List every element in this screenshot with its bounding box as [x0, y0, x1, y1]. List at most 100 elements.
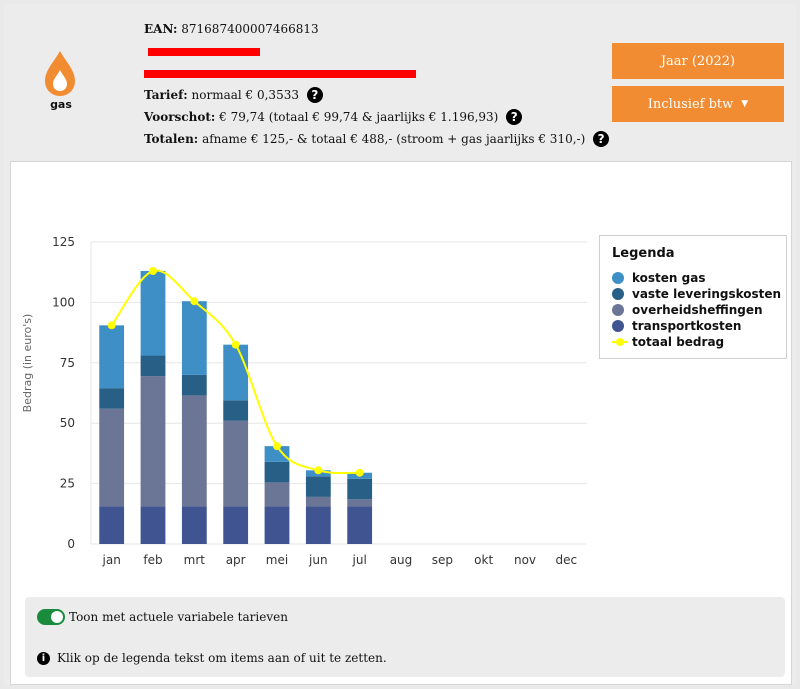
bar-segment	[347, 499, 373, 507]
ean-row: EAN: 871687400007466813	[144, 18, 609, 40]
bar-segment	[223, 420, 249, 507]
color-dot-icon	[612, 304, 624, 316]
x-tick-label: mei	[266, 553, 288, 567]
toggle-label: Toon met actuele variabele tarieven	[69, 610, 288, 624]
legend-label: kosten gas	[632, 271, 706, 285]
bar-segment	[181, 374, 207, 396]
vat-dropdown-label: Inclusief btw	[647, 96, 734, 112]
help-icon[interactable]: ?	[306, 86, 323, 103]
totalen-label: Totalen:	[144, 132, 199, 146]
flame-icon	[45, 51, 75, 96]
legend-item[interactable]: transportkosten	[612, 318, 781, 334]
line-marker-icon	[612, 336, 628, 348]
color-dot-icon	[612, 320, 624, 332]
bar-segment	[140, 376, 166, 507]
color-dot-icon	[612, 272, 624, 284]
bar-segment	[264, 461, 290, 483]
total-point	[273, 442, 281, 451]
total-point	[190, 297, 199, 306]
x-tick-label: mrt	[184, 553, 206, 567]
legend-title: Legenda	[612, 246, 675, 261]
legend-item[interactable]: totaal bedrag	[612, 334, 781, 350]
ean-value: 871687400007466813	[181, 22, 319, 36]
redaction-bar	[144, 69, 416, 78]
legend-label: totaal bedrag	[632, 335, 725, 349]
options-box: Toon met actuele variabele tarieven i Kl…	[25, 597, 785, 677]
x-tick-label: feb	[143, 553, 162, 567]
color-dot-icon	[612, 288, 624, 300]
total-point	[231, 340, 240, 349]
year-button-label: Jaar (2022)	[660, 53, 736, 69]
bar-segment	[305, 476, 331, 497]
redaction-bar	[148, 47, 260, 56]
legend-label: transportkosten	[632, 319, 742, 333]
x-tick-label: dec	[556, 553, 578, 567]
voorschot-label: Voorschot:	[144, 110, 216, 124]
bar-segment	[264, 446, 290, 462]
tarief-value: normaal € 0,3533	[191, 88, 299, 102]
header: gas EAN: 871687400007466813 Tarief: norm…	[4, 4, 796, 154]
bar-segment	[181, 506, 207, 544]
vat-dropdown[interactable]: Inclusief btw ▼	[612, 86, 784, 122]
y-tick-label: 25	[60, 477, 75, 491]
chart: 0 25 50 75 100 125 Bedrag (in euro's) jan feb mrt…	[21, 235, 587, 567]
page: gas EAN: 871687400007466813 Tarief: norm…	[4, 4, 796, 685]
bar-segment	[305, 496, 331, 507]
ean-label: EAN:	[144, 22, 178, 36]
variable-rates-toggle[interactable]	[37, 609, 65, 625]
help-icon[interactable]: ?	[506, 108, 523, 125]
legend-label: vaste leveringskosten	[632, 287, 782, 301]
bar-segment	[347, 506, 373, 544]
caret-down-icon: ▼	[741, 99, 749, 109]
legend-item[interactable]: overheidsheffingen	[612, 302, 781, 318]
legend-items: kosten gas vaste leveringskosten overheids…	[612, 270, 781, 350]
x-tick-label: jul	[352, 553, 367, 567]
y-tick-label: 0	[67, 537, 75, 551]
bar-segment	[140, 506, 166, 544]
bar-segment	[140, 270, 166, 356]
legend-item[interactable]: vaste leveringskosten	[612, 286, 781, 302]
help-icon[interactable]: ?	[593, 130, 610, 147]
totalen-value: afname € 125,- & totaal € 488,- (stroom …	[202, 132, 586, 146]
redacted-row-2	[144, 62, 609, 84]
bar-segment	[181, 301, 207, 375]
redacted-row-1	[144, 40, 609, 62]
bar-segment	[223, 400, 249, 421]
bar-segment	[99, 506, 125, 544]
total-point	[149, 266, 157, 275]
tarief-label: Tarief:	[144, 88, 188, 102]
voorschot-value: € 79,74 (totaal € 99,74 & jaarlijks € 1.…	[219, 110, 499, 124]
total-point	[314, 466, 323, 475]
bar-segment	[223, 506, 249, 544]
bar-segment	[305, 506, 331, 544]
chart-panel: 0 25 50 75 100 125 Bedrag (in euro's) jan feb mrt…	[10, 161, 792, 685]
bar-segment	[140, 355, 166, 377]
x-tick-label: okt	[474, 553, 493, 567]
legend-item[interactable]: kosten gas	[612, 270, 781, 286]
x-tick-label: aug	[390, 553, 413, 567]
bar-segment	[99, 388, 125, 409]
x-tick-label: apr	[226, 553, 246, 567]
y-tick-label: 100	[52, 295, 75, 309]
y-axis-label: Bedrag (in euro's)	[21, 314, 34, 413]
x-tick-label: jan	[102, 553, 121, 567]
bar-segment	[347, 478, 373, 500]
voorschot-row: Voorschot: € 79,74 (totaal € 99,74 & jaa…	[144, 106, 609, 128]
bar-segment	[264, 482, 290, 507]
legend-label: overheidsheffingen	[632, 303, 763, 317]
x-tick-label: jun	[308, 553, 328, 567]
bar-segment	[264, 506, 290, 544]
meter-info: EAN: 871687400007466813 Tarief: normaal …	[144, 18, 610, 150]
bar-segment	[99, 325, 125, 389]
year-button[interactable]: Jaar (2022)	[612, 43, 784, 79]
bar-segment	[181, 395, 207, 507]
bar-segment	[223, 344, 249, 401]
x-tick-label: nov	[514, 553, 536, 567]
total-point	[355, 468, 364, 477]
energy-type-label: gas	[50, 98, 72, 111]
info-icon: i	[37, 652, 50, 665]
y-tick-label: 125	[52, 235, 75, 249]
bar-segment	[99, 408, 125, 507]
y-tick-label: 75	[60, 356, 75, 370]
x-tick-label: sep	[432, 553, 453, 567]
